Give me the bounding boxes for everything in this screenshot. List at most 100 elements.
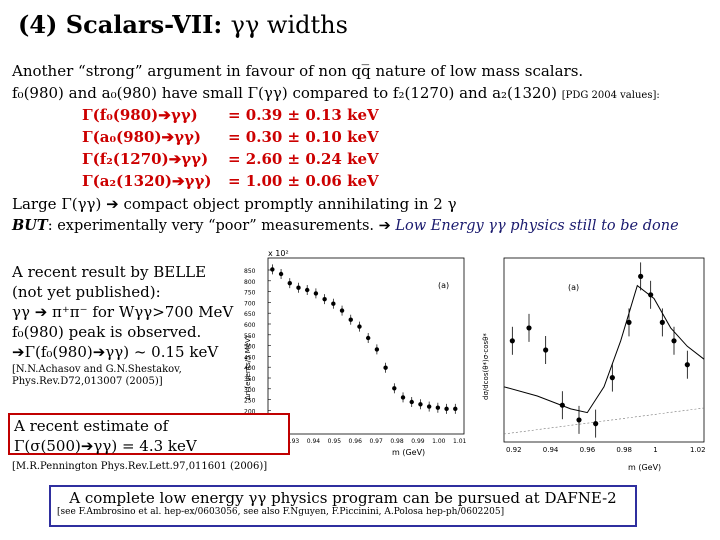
left-ytick-label: 450 <box>244 354 256 361</box>
page-title: (4) Scalars-VII: γγ widths <box>18 10 348 39</box>
left-xtick-label: 0.96 <box>349 438 363 445</box>
right-data-point <box>626 319 632 325</box>
width-f2-value: = 2.60 ± 0.24 keV <box>228 150 379 168</box>
left-ytick-label: 350 <box>244 376 256 383</box>
left-xtick-label: 0.95 <box>328 438 342 445</box>
left-data-point <box>435 405 441 410</box>
width-a0-value: = 0.30 ± 0.10 keV <box>228 128 379 146</box>
left-data-point <box>426 404 432 409</box>
left-ytick-label: 400 <box>244 365 256 372</box>
left-data-point <box>444 406 449 412</box>
belle-line-3: γγ ➔ π⁺π⁻ for Wγγ>700 MeV <box>12 303 234 321</box>
right-plot-background-line <box>503 407 705 435</box>
right-xtick-label: 1 <box>653 446 657 454</box>
right-plot-xlabel: m (GeV) <box>628 463 661 472</box>
program-text: A complete low energy γγ physics program… <box>69 489 617 507</box>
left-ytick-label: 700 <box>244 300 256 307</box>
right-data-point <box>638 273 644 279</box>
estimate-ref: [M.R.Pennington Phys.Rev.Lett.97,011601 … <box>12 461 268 472</box>
large-width-line: Large Γ(γγ) ➔ compact object promptly an… <box>12 195 457 213</box>
but-line: BUT: experimentally very “poor” measurem… <box>12 217 679 234</box>
belle-line-4: f₀(980) peak is observed. <box>12 323 202 341</box>
left-data-point <box>348 317 353 322</box>
right-plot-frame <box>503 257 705 443</box>
left-ytick-label: 750 <box>244 290 256 297</box>
left-xtick-label: 1.01 <box>453 438 467 445</box>
but-label: BUT <box>12 217 48 234</box>
right-plot-panel-label: (a) <box>568 283 579 292</box>
left-data-point <box>374 347 380 352</box>
left-ytick-label: 600 <box>244 322 256 329</box>
width-f0-label: Γ(f₀(980)➔γγ) <box>82 106 198 124</box>
width-a0-label: Γ(a₀(980)➔γγ) <box>82 128 202 146</box>
right-data-point <box>648 292 654 298</box>
left-ytick-label: 200 <box>244 408 256 415</box>
left-data-point <box>357 324 362 329</box>
right-xtick-label: 0.96 <box>580 446 596 454</box>
width-f0-value: = 0.39 ± 0.13 keV <box>228 106 379 124</box>
left-xtick-label: 1.00 <box>432 438 446 445</box>
left-plot-ylabel: Δn (events/5 MeV) <box>244 335 252 400</box>
right-plot-fit-curve <box>503 284 705 414</box>
belle-line-1: A recent result by BELLE <box>12 263 207 281</box>
right-plot-points <box>509 262 690 438</box>
right-data-point <box>593 421 599 427</box>
left-data-point <box>322 296 327 302</box>
estimate-line-1: A recent estimate of <box>14 417 169 435</box>
right-xtick-label: 1.02 <box>690 446 706 454</box>
left-plot-exponent: x 10² <box>268 250 289 258</box>
but-italic: Low Energy γγ physics still to be done <box>395 218 679 234</box>
pdg-note: [PDG 2004 values]: <box>561 90 660 101</box>
left-ytick-label: 300 <box>244 387 256 394</box>
title-symbol: γγ widths <box>230 11 348 39</box>
width-f2-label: Γ(f₂(1270)➔γγ) <box>82 150 209 168</box>
left-data-point <box>409 399 414 405</box>
left-plot-panel-label: (a) <box>438 281 449 290</box>
right-data-point <box>543 347 549 353</box>
intro-line-2-text: f₀(980) and a₀(980) have small Γ(γγ) com… <box>12 84 557 102</box>
left-data-point <box>287 280 292 286</box>
estimate-line-2: Γ(σ(500)➔γγ) = 4.3 keV <box>14 437 197 455</box>
left-data-point <box>400 395 406 400</box>
right-data-point <box>509 338 515 344</box>
left-xtick-label: 0.99 <box>411 438 425 445</box>
left-data-point <box>392 386 397 391</box>
program-ref: [see F.Ambrosino et al. hep-ex/0603056, … <box>57 507 505 517</box>
right-data-point <box>659 319 665 325</box>
left-xtick-label: 0.94 <box>307 438 321 445</box>
left-data-point <box>331 301 336 306</box>
right-xtick-label: 0.92 <box>506 446 522 454</box>
intro-line-2: f₀(980) and a₀(980) have small Γ(γγ) com… <box>12 84 660 102</box>
left-plot-xticks: 0.920.930.940.950.960.970.980.991.001.01 <box>265 438 467 445</box>
left-data-point <box>305 287 310 293</box>
intro-line-1: Another “strong” argument in favour of n… <box>12 62 584 80</box>
width-a2-label: Γ(a₂(1320)➔γγ) <box>82 172 212 190</box>
left-ytick-label: 550 <box>244 333 256 340</box>
belle-ref: [N.N.Achasov and G.N.Shestakov, Phys.Rev… <box>12 364 182 387</box>
left-plot-frame <box>267 257 465 435</box>
right-data-point <box>671 338 677 344</box>
left-data-point <box>418 402 423 407</box>
left-data-point <box>313 291 319 296</box>
left-plot-xlabel: m (GeV) <box>392 448 425 457</box>
estimate-box: A recent estimate of Γ(σ(500)➔γγ) = 4.3 … <box>8 413 290 455</box>
left-xtick-label: 0.97 <box>369 438 383 445</box>
right-plot-xticks: 0.92 0.94 0.96 0.98 1 1.02 <box>506 446 706 454</box>
right-xtick-label: 0.98 <box>616 446 632 454</box>
right-xtick-label: 0.94 <box>543 446 559 454</box>
left-data-point <box>296 285 301 290</box>
program-box: A complete low energy γγ physics program… <box>49 485 637 527</box>
left-ytick-label: 850 <box>244 268 256 275</box>
right-data-point <box>684 362 690 368</box>
left-data-point <box>339 308 345 313</box>
belle-line-2: (not yet published): <box>12 283 161 301</box>
left-data-point <box>278 271 284 277</box>
left-ytick-label: 800 <box>244 279 256 286</box>
right-data-point <box>526 325 532 331</box>
title-label: (4) Scalars-VII: <box>18 10 223 39</box>
belle-block: A recent result by BELLE (not yet publis… <box>12 262 242 388</box>
pennington-plot: (a) m (GeV) dσ/dcos(θ*)σ·cosθ* 0.92 0.94 0… <box>482 257 706 472</box>
left-data-point <box>270 267 275 272</box>
right-data-point <box>576 417 582 423</box>
right-data-point <box>559 402 565 408</box>
